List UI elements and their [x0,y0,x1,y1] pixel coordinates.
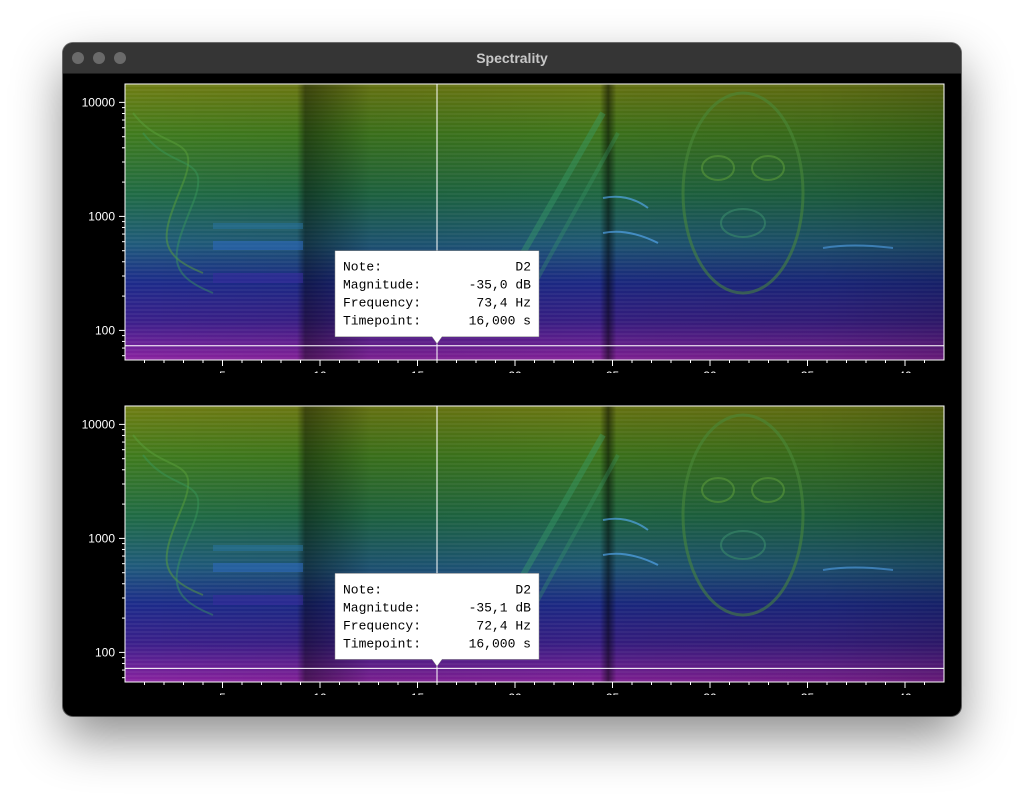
y-tick-label: 100 [95,645,115,659]
x-axis: 5 10 15 20 25 30 35 40 [144,682,925,695]
x-tick-label: 15 [411,369,425,373]
zoom-dot-icon[interactable] [114,52,126,64]
tooltip-note-value: D2 [515,582,531,597]
y-tick-label: 1000 [88,209,115,223]
spectrogram-panel-bottom[interactable]: 10000 1000 100 5 10 15 20 25 30 35 40 Note: D2 Ma… [63,395,961,695]
y-tick-label: 1000 [88,531,115,545]
x-tick-label: 5 [219,369,226,373]
close-dot-icon[interactable] [72,52,84,64]
tooltip-magnitude-value: -35,1 dB [469,600,532,615]
tooltip-magnitude-label: Magnitude: [343,278,421,293]
tooltip-note-label: Note: [343,260,382,275]
spectrogram-panel-top[interactable]: 10000 1000 100 5 10 15 20 25 30 35 40 Note: D2 Ma… [63,73,961,373]
y-axis: 10000 1000 100 [82,417,125,679]
tooltip-timepoint-label: Timepoint: [343,314,421,329]
tooltip-note-label: Note: [343,582,382,597]
spectrogram-svg-top[interactable]: 10000 1000 100 5 10 15 20 25 30 35 40 Note: D2 Ma… [63,73,961,373]
title-bar[interactable]: Spectrality [63,43,961,74]
tooltip-magnitude-value: -35,0 dB [469,278,532,293]
x-tick-label: 35 [801,369,815,373]
x-tick-label: 10 [313,691,327,695]
minimize-dot-icon[interactable] [93,52,105,64]
y-tick-label: 10000 [82,95,116,109]
tooltip-timepoint-value: 16,000 s [469,314,531,329]
app-window: Spectrality [63,43,961,716]
tooltip-frequency-label: Frequency: [343,296,421,311]
cursor-tooltip: Note: D2 Magnitude: -35,1 dB Frequency: … [334,573,540,667]
x-tick-label: 25 [606,691,620,695]
tooltip-frequency-value: 72,4 Hz [476,618,531,633]
x-tick-label: 25 [606,369,620,373]
y-tick-label: 10000 [82,417,116,431]
tooltip-frequency-value: 73,4 Hz [476,296,531,311]
tooltip-frequency-label: Frequency: [343,618,421,633]
x-axis: 5 10 15 20 25 30 35 40 [144,360,925,373]
cursor-tooltip: Note: D2 Magnitude: -35,0 dB Frequency: … [334,250,540,345]
x-tick-label: 10 [313,369,327,373]
window-title: Spectrality [476,50,548,66]
y-tick-label: 100 [95,323,115,337]
x-tick-label: 40 [898,691,912,695]
x-tick-label: 30 [703,369,717,373]
y-axis: 10000 1000 100 [82,95,125,357]
x-tick-label: 15 [411,691,425,695]
x-tick-label: 5 [219,691,226,695]
tooltip-timepoint-value: 16,000 s [469,636,531,651]
x-tick-label: 35 [801,691,815,695]
x-tick-label: 20 [508,691,522,695]
tooltip-magnitude-label: Magnitude: [343,600,421,615]
x-tick-label: 40 [898,369,912,373]
x-tick-label: 20 [508,369,522,373]
spectrogram-image [125,406,944,682]
spectrogram-svg-bottom[interactable]: 10000 1000 100 5 10 15 20 25 30 35 40 Note: D2 Ma… [63,395,961,695]
tooltip-note-value: D2 [515,260,531,275]
tooltip-timepoint-label: Timepoint: [343,636,421,651]
x-tick-label: 30 [703,691,717,695]
